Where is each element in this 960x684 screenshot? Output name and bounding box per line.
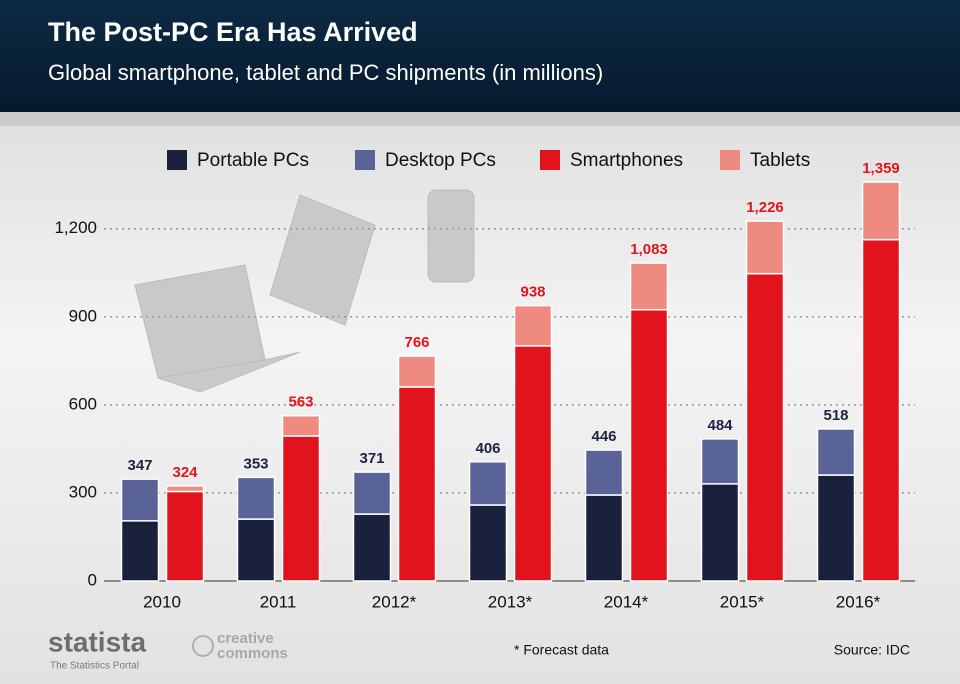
x-tick-label: 2011: [260, 592, 297, 611]
y-tick-label: 0: [88, 570, 97, 589]
x-tick-label: 2013*: [488, 592, 533, 611]
bar-segment: [861, 181, 901, 241]
brand-tagline: The Statistics Portal: [50, 661, 139, 672]
bar-segment: [352, 471, 392, 515]
total-label: 1,083: [630, 241, 668, 258]
device-illustration: [134, 189, 475, 393]
bar-segment: [281, 435, 321, 582]
x-tick-label: 2010: [143, 592, 181, 611]
total-label: 938: [520, 284, 545, 301]
total-label: 324: [172, 464, 198, 481]
x-tick-label: 2014*: [604, 592, 649, 611]
total-label: 406: [475, 440, 500, 457]
bar-segment: [468, 504, 508, 582]
total-label: 347: [127, 457, 152, 474]
x-tick-label: 2015*: [720, 592, 765, 611]
legend-label: Portable PCs: [197, 150, 309, 171]
bar-segment: [745, 272, 785, 582]
y-tick-label: 600: [69, 394, 97, 413]
total-label: 563: [288, 394, 313, 411]
legend-label: Smartphones: [570, 150, 683, 171]
bar-segment: [513, 345, 553, 582]
license-bottom: commons: [217, 645, 288, 662]
total-label: 353: [243, 455, 268, 472]
chart-title: The Post-PC Era Has Arrived: [48, 17, 418, 47]
bar-segment: [236, 518, 276, 582]
bar-segment: [165, 490, 205, 582]
bar-segment: [468, 461, 508, 506]
bar-segment: [629, 262, 669, 311]
bar-segment: [120, 478, 160, 522]
bar-segment: [629, 308, 669, 582]
bar-segment: [513, 304, 553, 347]
x-tick-label: 2016*: [836, 592, 881, 611]
bar-segment: [352, 513, 392, 582]
footnote: * Forecast data: [514, 642, 609, 658]
total-label: 446: [591, 428, 616, 445]
legend-swatch: [355, 150, 375, 170]
bar-segment: [165, 485, 205, 493]
bar-segment: [700, 483, 740, 582]
license-icon: [192, 635, 214, 657]
legend-label: Tablets: [750, 150, 810, 171]
header: [0, 0, 960, 112]
bar-segment: [816, 474, 856, 582]
bar-segment: [397, 355, 437, 388]
bar-segment: [281, 414, 321, 437]
total-label: 518: [823, 407, 848, 424]
header-shadow: [0, 112, 960, 126]
legend-swatch: [167, 150, 187, 170]
legend-swatch: [720, 150, 740, 170]
bar-segment: [236, 476, 276, 520]
total-label: 1,359: [862, 160, 900, 177]
total-label: 484: [707, 417, 733, 434]
bar-segment: [120, 520, 160, 582]
y-tick-label: 900: [69, 306, 97, 325]
source: Source: IDC: [834, 642, 910, 658]
brand: statista: [48, 626, 146, 657]
bar-segment: [816, 428, 856, 476]
bar-segment: [700, 438, 740, 485]
bar-segment: [584, 494, 624, 582]
total-label: 766: [404, 334, 429, 351]
total-label: 371: [359, 450, 384, 467]
bar-segment: [584, 449, 624, 496]
chart-subtitle: Global smartphone, tablet and PC shipmen…: [48, 60, 603, 85]
bar-segment: [861, 238, 901, 582]
legend-label: Desktop PCs: [385, 150, 496, 171]
y-tick-label: 300: [69, 482, 97, 501]
bar-segment: [745, 220, 785, 275]
legend-swatch: [540, 150, 560, 170]
license-top: creative: [217, 630, 274, 647]
total-label: 1,226: [746, 199, 784, 216]
bar-segment: [397, 386, 437, 582]
x-tick-label: 2012*: [372, 592, 417, 611]
y-tick-label: 1,200: [54, 218, 97, 237]
